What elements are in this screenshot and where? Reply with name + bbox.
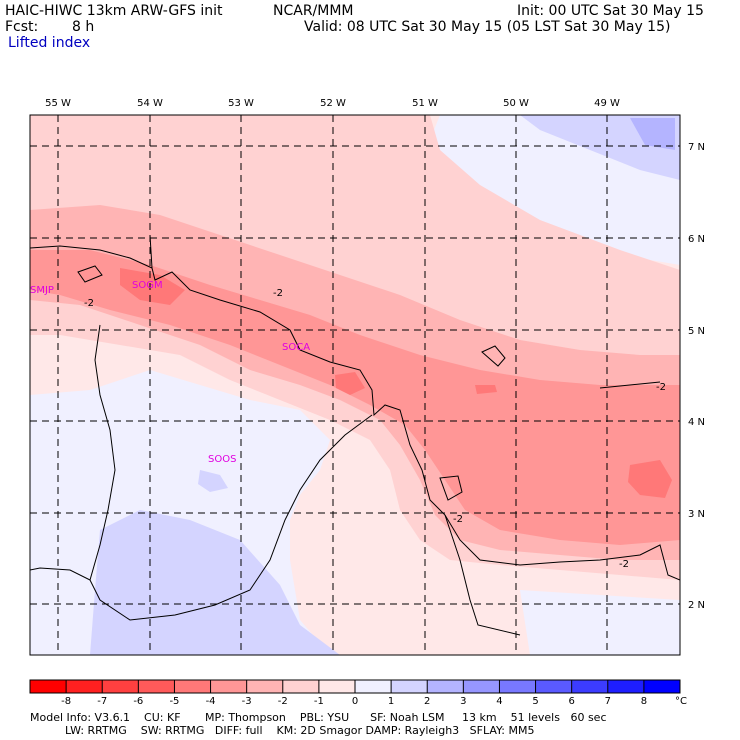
legend-swatch — [643, 680, 680, 693]
model-title: HAIC-HIWC 13km ARW-GFS init — [5, 3, 223, 19]
legend-tick-label: -6 — [133, 696, 143, 707]
station-soca: SOCA — [282, 342, 310, 353]
legend-swatch — [66, 680, 103, 693]
legend-ticks: -8 -7 -6 -5 -4 -3 -2 -1 0 1 2 3 4 5 6 7 8 — [61, 696, 647, 707]
field-positive-se — [520, 590, 680, 655]
lon-label: 52 W — [320, 98, 346, 109]
lon-label: 51 W — [412, 98, 438, 109]
lat-label: 2 N — [688, 600, 705, 611]
coastline — [30, 245, 680, 581]
legend-swatch — [463, 680, 500, 693]
legend-tick-label: 0 — [352, 696, 358, 707]
field-name: Lifted index — [8, 35, 91, 51]
legend-tick-label: 3 — [460, 696, 466, 707]
legend-tick-label: 8 — [641, 696, 647, 707]
legend-swatch — [282, 680, 319, 693]
legend-tick-label: -2 — [278, 696, 288, 707]
field-patch-minus4-2 — [628, 460, 672, 498]
lon-labels: 55 W 54 W 53 W 52 W 51 W 50 W 49 W — [45, 98, 620, 109]
legend-unit: °C — [675, 696, 687, 707]
legend-tick-label: 7 — [605, 696, 611, 707]
lon-label: 49 W — [594, 98, 620, 109]
station-smjp: SMJP — [30, 285, 54, 296]
contour-loop-2 — [439, 475, 463, 501]
field-band-minus3 — [30, 250, 680, 545]
field-patch-minus4-3 — [335, 372, 365, 395]
lat-label: 6 N — [688, 234, 705, 245]
legend-swatch — [535, 680, 572, 693]
footer-model-info: Model Info: V3.6.1 CU: KF MP: Thompson P… — [30, 711, 607, 724]
map-frame — [29, 114, 681, 656]
legend-tick-label: -1 — [314, 696, 324, 707]
lat-label: 4 N — [688, 417, 705, 428]
contour-label-5: -2 — [619, 559, 629, 570]
stations: SMJP SOGM SOCA SOOS — [30, 280, 310, 465]
field-patch-minus4-1 — [120, 268, 185, 305]
legend-swatch — [210, 680, 247, 693]
legend-swatch — [102, 680, 139, 693]
border-south — [89, 414, 373, 621]
field-positive-sw-2 — [90, 510, 340, 655]
legend-swatch — [30, 680, 67, 693]
legend-tick-label: -5 — [169, 696, 179, 707]
lat-label: 3 N — [688, 509, 705, 520]
legend-tick-label: 6 — [568, 696, 574, 707]
legend-swatch — [138, 680, 175, 693]
legend-swatch — [318, 680, 355, 693]
legend-tick-label: -4 — [206, 696, 216, 707]
legend-tick-label: 4 — [496, 696, 502, 707]
valid-time: Valid: 08 UTC Sat 30 May 15 (05 LST Sat … — [304, 19, 671, 35]
legend-tick-label: -8 — [61, 696, 71, 707]
legend-swatch — [571, 680, 608, 693]
legend-tick-label: -7 — [97, 696, 107, 707]
legend-colorbar — [29, 679, 681, 694]
contour-label-3: -2 — [656, 382, 666, 393]
lat-labels: 7 N 6 N 5 N 4 N 3 N 2 N — [688, 142, 705, 611]
lon-label: 53 W — [228, 98, 254, 109]
legend-swatch — [355, 680, 392, 693]
footer-physics-info: LW: RRTMG SW: RRTMG DIFF: full KM: 2D Sm… — [30, 724, 535, 737]
station-soos: SOOS — [208, 454, 236, 465]
lon-label: 55 W — [45, 98, 71, 109]
legend-swatch — [499, 680, 536, 693]
lat-label: 5 N — [688, 326, 705, 337]
legend-swatch — [391, 680, 428, 693]
org-label: NCAR/MMM — [273, 3, 354, 19]
legend-tick-label: 1 — [388, 696, 394, 707]
field-blob-1 — [198, 470, 228, 492]
legend-swatch — [246, 680, 283, 693]
lat-lon-grid — [30, 115, 680, 655]
contour-loop-1 — [481, 345, 506, 367]
legend-tick-label: 2 — [424, 696, 430, 707]
contour-label-4: -2 — [453, 514, 463, 525]
lifted-index-field — [30, 115, 680, 655]
contour-labels: -2 -2 -2 -2 -2 — [84, 288, 666, 570]
border-suriname-west — [30, 324, 116, 581]
lon-label: 54 W — [137, 98, 163, 109]
legend-swatch — [427, 680, 464, 693]
legend-swatch — [607, 680, 644, 693]
legend-swatch — [174, 680, 211, 693]
contour-label-1: -2 — [84, 298, 94, 309]
lon-label: 50 W — [503, 98, 529, 109]
legend-tick-label: 5 — [532, 696, 538, 707]
lat-label: 7 N — [688, 142, 705, 153]
forecast-label: Fcst: — [5, 19, 39, 35]
contour-label-2: -2 — [273, 288, 283, 299]
field-patch-minus4-4 — [475, 385, 497, 394]
forecast-hour: 8 h — [72, 19, 95, 35]
init-time: Init: 00 UTC Sat 30 May 15 — [517, 3, 704, 19]
contour-minus2-east — [599, 381, 661, 389]
legend-tick-label: -3 — [242, 696, 252, 707]
island-outline — [77, 265, 103, 283]
field-positive-ne-3 — [630, 118, 675, 150]
border-brazil — [444, 514, 521, 636]
station-sogm: SOGM — [132, 280, 163, 291]
